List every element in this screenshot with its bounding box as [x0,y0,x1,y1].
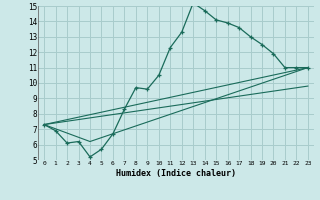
X-axis label: Humidex (Indice chaleur): Humidex (Indice chaleur) [116,169,236,178]
